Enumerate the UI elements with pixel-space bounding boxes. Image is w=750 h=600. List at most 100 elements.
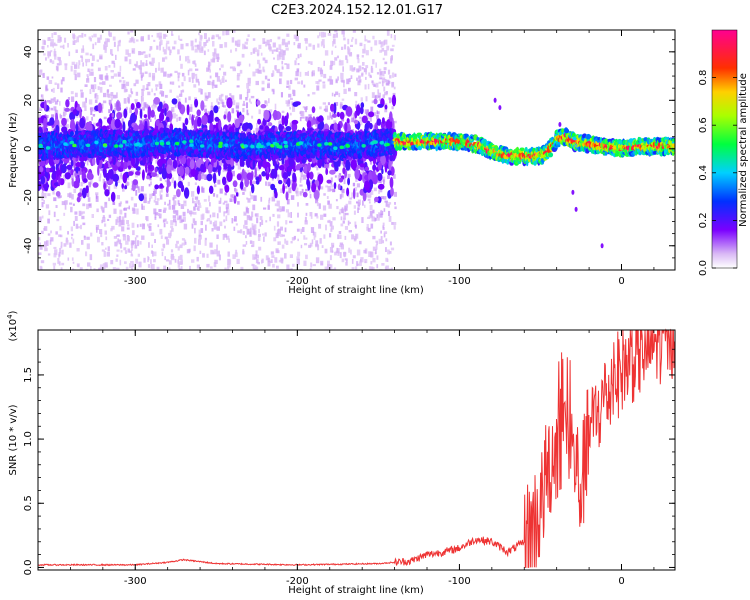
spectrogram-noise-cell	[187, 69, 190, 76]
spectrogram-noise-cell	[96, 59, 99, 62]
spectrogram-noise-cell	[210, 102, 213, 107]
spectrogram-noise-cell	[178, 35, 180, 40]
spectrogram-noise-cell	[102, 215, 105, 218]
spectrogram-noise-cell	[212, 222, 215, 227]
spectrogram-noise-cell	[73, 220, 75, 226]
spectrogram-noise-cell	[310, 262, 313, 268]
spectrogram-noise-cell	[351, 267, 355, 270]
spectrogram-noise-cell	[177, 49, 180, 55]
spectrogram-noise-cell	[162, 46, 165, 52]
spectrogram-noise-cell	[180, 259, 183, 265]
spectrogram-noise-cell	[325, 185, 328, 188]
spectrogram-noise-cell	[295, 190, 298, 194]
spectrogram-noise-cell	[180, 204, 185, 209]
spectrogram-noise-cell	[364, 268, 367, 270]
spectrogram-noise-cell	[110, 49, 113, 55]
spectrogram-noise-cell	[156, 198, 160, 201]
spectrogram-noise-cell	[372, 246, 376, 251]
spectrogram-noise-cell	[69, 202, 73, 205]
spectrogram-noise-cell	[392, 174, 396, 179]
spectrogram-noise-cell	[330, 181, 333, 185]
spectrogram-noise-cell	[52, 87, 55, 93]
spectrogram-noise-cell	[336, 206, 339, 210]
spectrogram-noise-cell	[57, 258, 60, 264]
spectrogram-noise-cell	[134, 245, 138, 249]
spectrogram-noise-cell	[98, 176, 101, 182]
spectrogram-noise-cell	[370, 106, 374, 112]
spectrogram-noise-cell	[393, 222, 397, 226]
spectrogram-noise-cell	[327, 115, 331, 120]
spectrogram-noise-cell	[382, 57, 385, 61]
spectrogram-noise-cell	[388, 80, 391, 84]
spectrogram-noise-cell	[281, 66, 284, 70]
spectrogram-noise-cell	[131, 268, 133, 270]
spectrogram-noise-blob	[256, 99, 261, 106]
spectrogram-noise-cell	[260, 52, 263, 56]
spectrogram-noise-cell	[151, 35, 153, 38]
spectrogram-noise-cell	[155, 84, 159, 87]
spectrogram-noise-cell	[145, 87, 149, 90]
spectrogram-noise-blob	[171, 98, 178, 105]
spectrogram-noise-cell	[59, 247, 61, 254]
spectrogram-noise-cell	[331, 50, 333, 55]
spectrogram-noise-cell	[165, 43, 168, 50]
spectrogram-noise-cell	[123, 83, 126, 88]
spectrogram-noise-cell	[130, 165, 134, 168]
spectrogram-noise-blob	[65, 99, 70, 108]
spectrogram-noise-blob	[345, 106, 353, 117]
spectrogram-noise-cell	[365, 68, 367, 75]
spectrogram-noise-cell	[281, 244, 285, 249]
spectrogram-noise-cell	[195, 78, 200, 83]
spectrogram-noise-cell	[115, 54, 117, 60]
spectrogram-noise-cell	[341, 118, 345, 121]
spectrogram-noise-cell	[348, 52, 352, 57]
spectrogram-noise-blob	[116, 112, 123, 120]
spectrogram-noise-blob	[165, 172, 173, 180]
spectrogram-noise-cell	[131, 91, 134, 95]
spectrogram-noise-cell	[119, 79, 122, 83]
spectrogram-noise-cell	[54, 54, 57, 60]
spectrogram-noise-cell	[355, 100, 358, 104]
spectrogram-noise-cell	[343, 178, 346, 185]
spectrogram-noise-cell	[344, 205, 348, 211]
spectrogram-noise-blob	[389, 176, 394, 189]
spectrogram-noise-blob	[292, 101, 299, 107]
spectrogram-noise-cell	[53, 246, 57, 249]
spectrogram-noise-cell	[171, 227, 174, 232]
spectrogram-noise-cell	[211, 37, 214, 40]
spectrogram-noise-blob	[150, 172, 158, 178]
spectrogram-noise-cell	[372, 209, 375, 214]
spectrogram-noise-cell	[231, 37, 235, 43]
spectrogram-noise-cell	[370, 251, 374, 258]
spectrogram-noise-cell	[222, 76, 225, 79]
spectrogram-noise-cell	[41, 201, 44, 208]
spectrogram-noise-cell	[318, 223, 322, 229]
spectrogram-noise-blob	[388, 159, 392, 171]
spectrogram-noise-cell	[331, 92, 334, 97]
spectrogram-noise-cell	[51, 99, 55, 103]
spectrogram-noise-cell	[362, 167, 365, 173]
spectrogram-noise-cell	[264, 75, 268, 80]
spectrogram-noise-cell	[101, 219, 103, 224]
spectrogram-noise-cell	[390, 98, 393, 102]
spectrogram-noise-cell	[224, 267, 227, 270]
spectrogram-noise-cell	[99, 56, 103, 60]
spectrogram-noise-cell	[235, 162, 239, 166]
spectrogram-noise-cell	[51, 33, 54, 39]
spectrogram-noise-cell	[242, 248, 245, 251]
spectrogram-noise-cell	[273, 225, 276, 231]
spectrogram-noise-cell	[271, 177, 274, 181]
spectrogram-noise-cell	[246, 102, 248, 109]
spectrogram-noise-cell	[375, 62, 377, 68]
spectrogram-noise-cell	[215, 53, 220, 60]
spectrogram-noise-cell	[369, 210, 373, 217]
spectrogram-noise-cell	[278, 120, 281, 124]
spectrogram-noise-cell	[105, 38, 109, 42]
spectrogram-noise-cell	[131, 180, 134, 184]
spectrogram-noise-cell	[104, 66, 108, 71]
spectrogram-noise-cell	[267, 83, 270, 89]
spectrogram-noise-blob	[281, 115, 285, 126]
spectrogram-noise-cell	[39, 245, 43, 250]
spectrogram-noise-cell	[384, 108, 388, 113]
spectrogram-noise-cell	[141, 203, 143, 210]
